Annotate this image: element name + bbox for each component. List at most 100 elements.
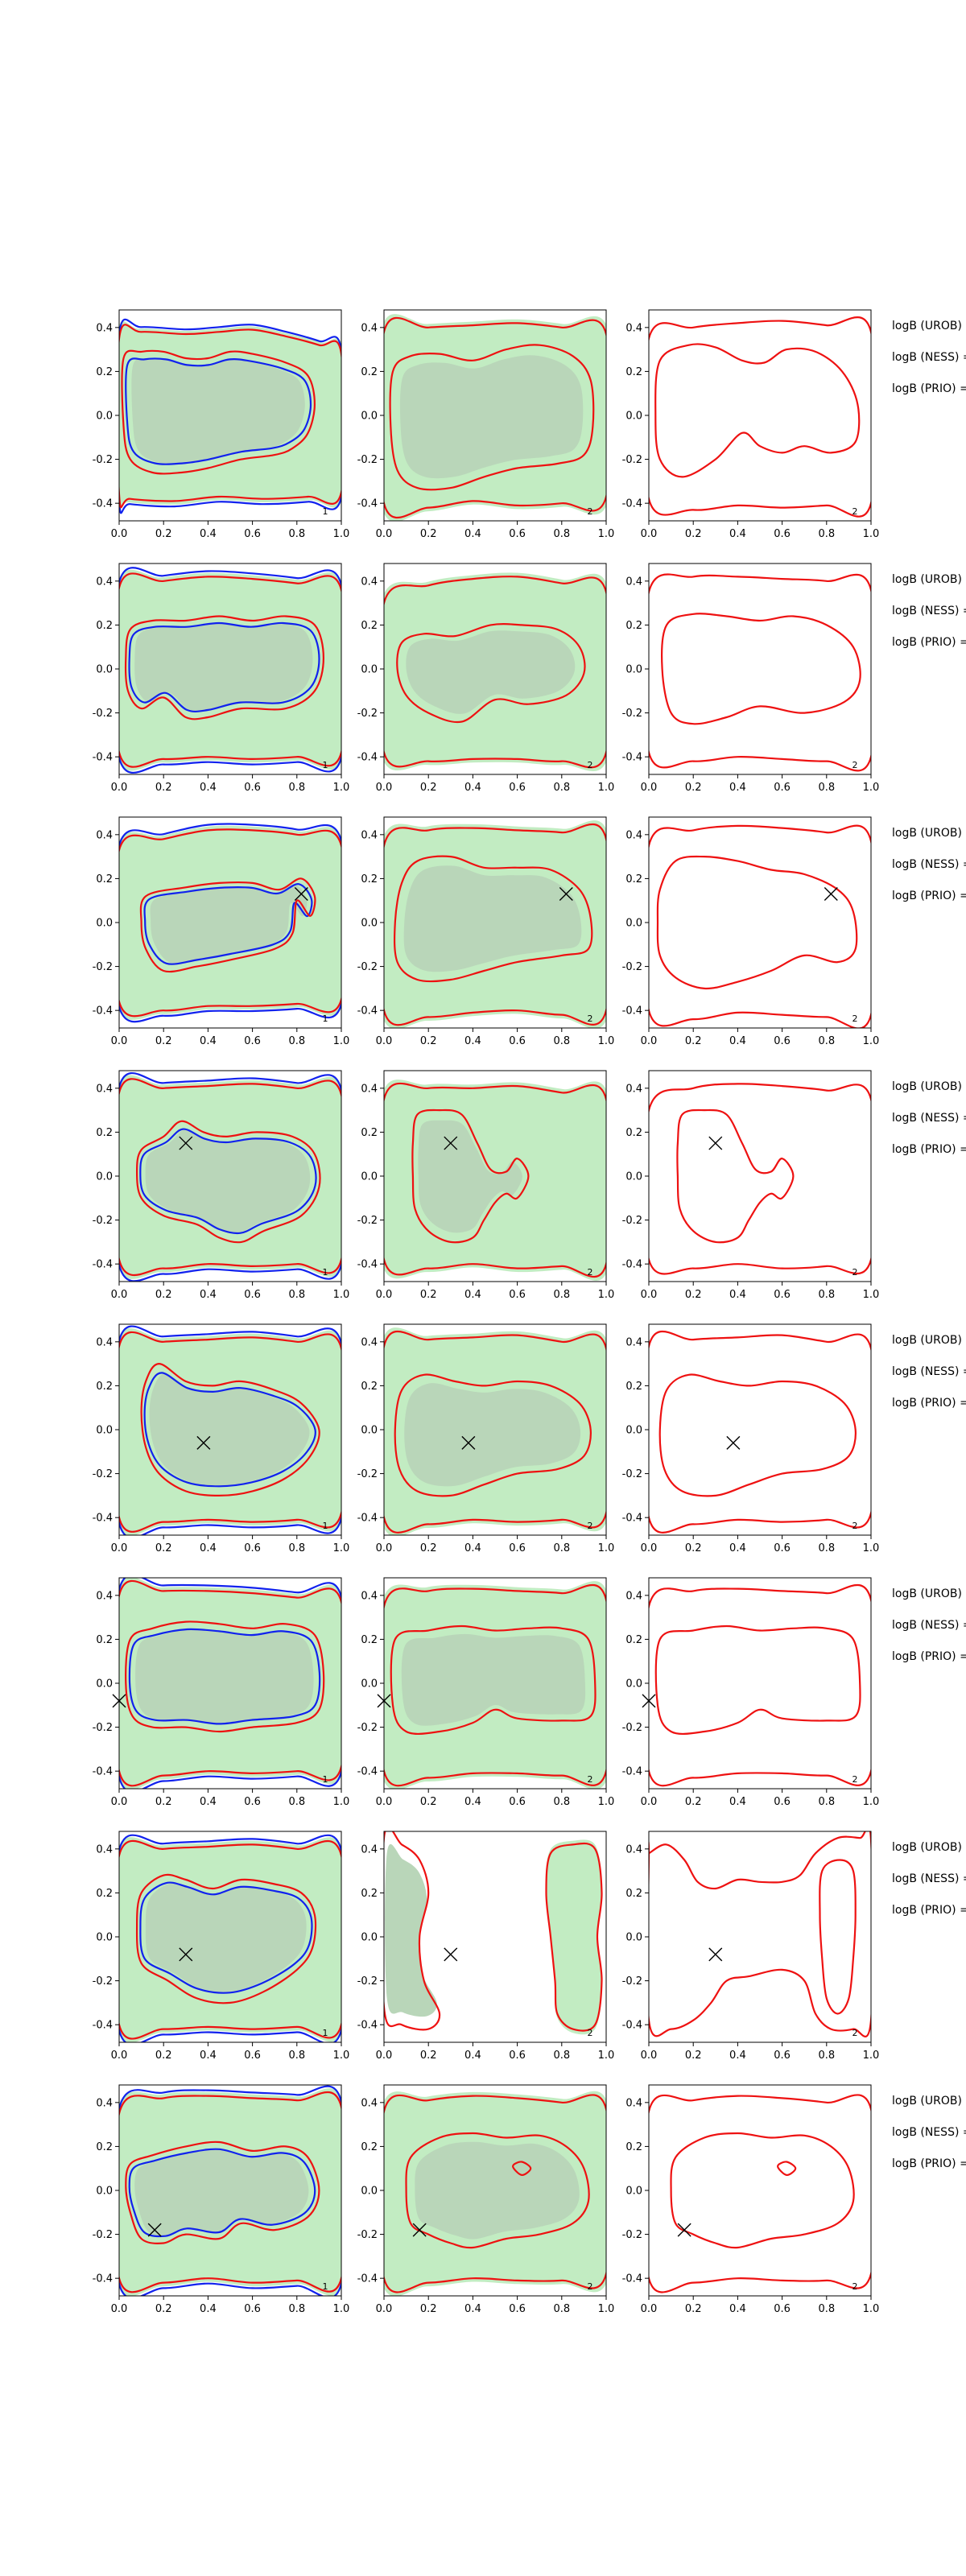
x-tick-label: 0.0 — [641, 1542, 658, 1554]
x-tick-label: 0.6 — [774, 2050, 791, 2062]
red-inner-contour — [654, 343, 861, 478]
contour-panel: 0.0 0.2 0.4 0.6 0.8 1.0 0.4 0.2 0.0 -0.2 -0.4 1 — [93, 2084, 350, 2315]
y-tick-label: 0.2 — [625, 1381, 642, 1393]
x-tick-label: 0.2 — [420, 1289, 437, 1301]
contour-panel: 0.0 0.2 0.4 0.6 0.8 1.0 0.4 0.2 0.0 -0.2 -0.4 1 — [93, 1070, 349, 1301]
panel-index-label: 2 — [852, 506, 858, 517]
x-tick-label: 0.0 — [376, 2303, 393, 2315]
blue-inner-contour — [128, 1628, 321, 1725]
x-tick-label: 0.4 — [464, 2303, 481, 2315]
y-tick-label: 0.0 — [96, 1932, 113, 1944]
x-tick-label: 1.0 — [598, 782, 615, 794]
x-tick-label: 0.0 — [376, 1542, 393, 1554]
x-tick-label: 0.2 — [685, 2303, 702, 2315]
x-tick-label: 0.6 — [509, 1796, 526, 1808]
y-tick-label: 0.2 — [361, 366, 378, 378]
contour-panel: 0.0 0.2 0.4 0.6 0.8 1.0 0.4 0.2 0.0 -0.2 -0.4 2 — [357, 816, 615, 1047]
contour-panel: 0.0 0.2 0.4 0.6 0.8 1.0 0.4 0.2 0.0 -0.2 -0.4 2 — [622, 1323, 879, 1554]
red-outer-contour — [119, 828, 341, 1018]
inner-credible-region — [134, 623, 313, 712]
logb-side-label: logB (PRIO) = — [892, 890, 966, 902]
x-tick-label: 0.8 — [553, 1289, 570, 1301]
y-tick-label: 0.4 — [625, 2097, 642, 2109]
x-tick-label: 0.6 — [244, 528, 261, 540]
x-tick-label: 1.0 — [863, 1035, 880, 1047]
x-tick-label: 0.6 — [774, 2303, 791, 2315]
red-outer-contour — [384, 1330, 606, 1534]
y-tick-label: 0.4 — [96, 1843, 113, 1856]
x-tick-label: 0.6 — [509, 782, 526, 794]
x-tick-label: 0.4 — [464, 782, 481, 794]
panel-index-label: 2 — [588, 2028, 593, 2038]
x-tick-label: 0.8 — [818, 2303, 835, 2315]
y-tick-label: 0.2 — [625, 2141, 642, 2153]
blue-outer-contour — [119, 1578, 341, 1789]
panel-index-label: 2 — [852, 1013, 858, 1024]
inner-credible-region — [131, 359, 305, 464]
true-value-marker — [444, 1947, 458, 1962]
y-tick-label: -0.2 — [357, 1722, 378, 1734]
red-outer-contour — [511, 2161, 532, 2176]
y-tick-label: 0.2 — [361, 1634, 378, 1646]
x-tick-label: 1.0 — [598, 1035, 615, 1047]
x-tick-label: 0.8 — [818, 1035, 835, 1047]
y-tick-label: -0.4 — [622, 2020, 642, 2032]
red-outer-contour — [119, 1078, 341, 1277]
x-tick-label: 0.8 — [818, 528, 835, 540]
x-tick-label: 0.0 — [376, 2050, 393, 2062]
figure-row: 0.0 0.2 0.4 0.6 0.8 1.00.40.20.0-0.2-0.410.0 0… — [93, 563, 966, 794]
x-tick-label: 1.0 — [333, 2303, 350, 2315]
true-value-marker — [179, 1947, 193, 1962]
y-tick-label: 0.4 — [361, 1336, 378, 1348]
y-tick-label: 0.4 — [361, 1843, 378, 1856]
red-outer-contour — [545, 1842, 603, 2032]
y-tick-label: -0.2 — [357, 1975, 378, 1988]
panel-index-label: 2 — [588, 1267, 593, 1278]
figure-row: 0.0 0.2 0.4 0.6 0.8 1.00.40.20.0-0.2-0.410.0 0… — [93, 816, 966, 1047]
y-tick-label: 0.0 — [361, 2186, 378, 2198]
y-tick-label: 0.4 — [96, 322, 113, 334]
contour-panel: 0.0 0.2 0.4 0.6 0.8 1.0 0.4 0.2 0.0 -0.2 -0.4 2 — [357, 563, 615, 794]
x-tick-label: 0.6 — [244, 1796, 261, 1808]
y-tick-label: -0.2 — [622, 2229, 642, 2241]
red-outer-contour — [649, 316, 871, 518]
y-tick-label: 0.2 — [361, 2141, 378, 2153]
x-tick-label: 0.8 — [553, 782, 570, 794]
inner-credible-region — [404, 1383, 581, 1487]
logb-side-label: logB (NESS) = — [892, 1112, 966, 1125]
y-tick-label: -0.2 — [93, 961, 113, 973]
red-outer-contour — [384, 316, 606, 519]
x-tick-label: 1.0 — [598, 1542, 615, 1554]
red-inner-contour — [393, 855, 593, 983]
x-tick-label: 0.0 — [111, 1289, 128, 1301]
x-tick-label: 1.0 — [333, 1542, 350, 1554]
x-tick-label: 0.4 — [464, 1542, 481, 1554]
axes-frame — [648, 1577, 872, 1790]
y-tick-label: 0.4 — [361, 322, 378, 334]
x-tick-label: 0.4 — [200, 528, 217, 540]
contour-panel: 0.0 0.2 0.4 0.6 0.8 1.0 0.4 0.2 0.0 -0.2 -0.4 2 — [622, 2084, 879, 2315]
x-tick-label: 0.2 — [420, 1542, 437, 1554]
x-tick-label: 0.6 — [509, 2303, 526, 2315]
x-tick-label: 0.2 — [155, 528, 172, 540]
y-tick-label: -0.2 — [622, 454, 642, 466]
logb-side-label: logB (UROB) = — [892, 1841, 966, 1854]
logb-side-label: logB (UROB) = — [892, 320, 966, 332]
x-tick-label: 0.0 — [641, 1035, 658, 1047]
x-tick-label: 0.6 — [509, 1289, 526, 1301]
y-tick-label: 0.0 — [625, 2186, 642, 2198]
y-tick-label: -0.4 — [93, 2020, 113, 2032]
x-tick-label: 0.4 — [729, 1542, 746, 1554]
blue-inner-contour — [125, 357, 312, 465]
red-inner-contour — [135, 1873, 317, 2004]
panel-index-label: 2 — [852, 1267, 858, 1278]
y-tick-label: -0.2 — [622, 1975, 642, 1988]
y-tick-label: 0.0 — [96, 1425, 113, 1437]
panel-index-label: 2 — [852, 2028, 858, 2038]
red-outer-contour — [384, 823, 606, 1026]
x-tick-label: 0.2 — [420, 528, 437, 540]
red-outer-contour — [819, 1859, 857, 2015]
x-tick-label: 0.2 — [685, 1289, 702, 1301]
x-tick-label: 0.0 — [641, 782, 658, 794]
x-tick-label: 0.6 — [774, 1796, 791, 1808]
